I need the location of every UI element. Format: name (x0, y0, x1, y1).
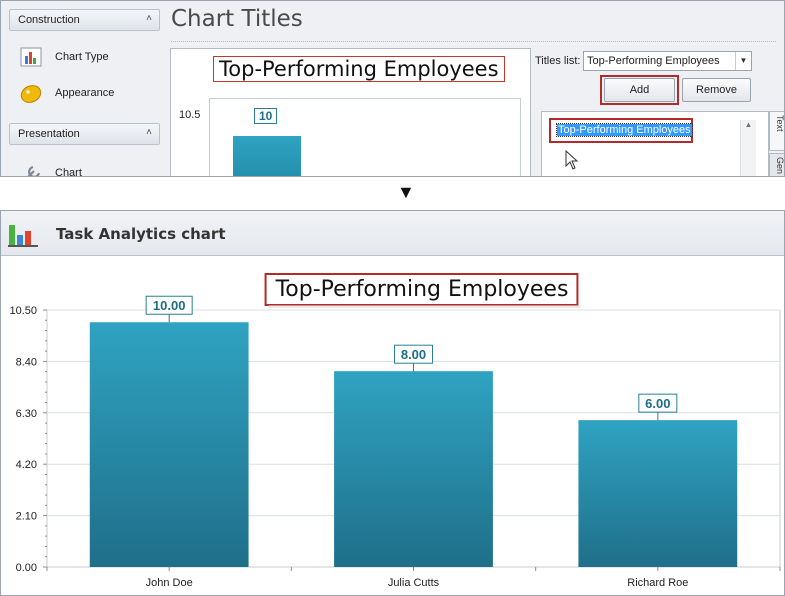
preview-chart-title[interactable]: Top-Performing Employees (213, 56, 505, 82)
bar (334, 371, 493, 567)
y-tick-label: 8.40 (16, 356, 37, 368)
preview-plot-area (209, 98, 521, 176)
chart-title: Top-Performing Employees (275, 277, 569, 302)
nav-section-label: Construction (18, 14, 80, 26)
window-header: Task Analytics chart (1, 211, 784, 256)
nav-item-appearance[interactable]: Appearance (19, 80, 114, 106)
appearance-icon (20, 85, 42, 103)
chart-title-shadow (268, 305, 581, 308)
titles-list-combobox[interactable]: Top-Performing Employees ▼ (583, 51, 752, 71)
remove-button[interactable]: Remove (682, 78, 751, 102)
nav-section-label: Presentation (18, 128, 80, 140)
y-tick-label: 2.10 (16, 511, 37, 523)
chevron-up-icon[interactable]: ˄ (146, 13, 152, 24)
x-tick-label: Julia Cutts (388, 577, 440, 589)
nav-item-label: Chart Type (55, 51, 109, 63)
bar (89, 322, 249, 567)
bar-chart: Top-Performing Employees 0.00 2.10 4.20 6.30… (9, 273, 781, 589)
nav-section-presentation[interactable]: Presentation ˄ (9, 123, 160, 145)
tab-text[interactable]: Text (769, 111, 784, 151)
list-item[interactable]: Top-Performing Employees (556, 123, 693, 137)
chart-wrench-icon (27, 165, 41, 176)
chart-type-icon (20, 47, 42, 67)
nav-section-construction[interactable]: Construction ˄ (9, 9, 160, 31)
y-tick-label: 10.50 (9, 305, 37, 317)
bar-label-box (145, 295, 193, 315)
y-tick-label: 0.00 (16, 562, 37, 574)
side-tabs: Text Gen (769, 111, 784, 176)
titles-list-value: Top-Performing Employees (587, 55, 720, 67)
nav-item-label: Appearance (55, 87, 115, 99)
add-button[interactable]: Add (604, 78, 675, 102)
designer-navigation: Construction ˄ Chart Type Appearance Pre… (1, 1, 165, 177)
list-item-highlight (549, 118, 693, 143)
y-tick-label: 6.30 (16, 408, 37, 420)
add-button-highlight (600, 75, 679, 105)
bar-label: 10.00 (153, 298, 186, 313)
titles-listbox[interactable]: ▲ (541, 111, 769, 176)
divider (171, 41, 776, 42)
preview-bar-label: 10 (254, 108, 278, 124)
bar-chart-icon (8, 225, 38, 247)
nav-item-chart-type[interactable]: Chart Type (19, 44, 109, 70)
nav-item-label: Chart (55, 167, 82, 177)
task-analytics-window: Task Analytics chart Top-Performing Empl… (0, 210, 785, 596)
chevron-up-icon[interactable]: ˄ (146, 127, 152, 138)
bar-label-box (638, 393, 678, 413)
listbox-scrollbar[interactable]: ▲ (740, 120, 756, 176)
preview-bar (233, 136, 301, 176)
bar-label: 8.00 (401, 347, 426, 362)
bar (578, 420, 738, 567)
x-tick-label: Richard Roe (627, 577, 688, 589)
arrow-down-icon: ▼ (397, 182, 415, 202)
bar-label: 6.00 (645, 396, 670, 411)
page-title: Chart Titles (171, 6, 303, 32)
titles-list-label: Titles list: (535, 55, 581, 67)
mouse-cursor-icon (565, 150, 579, 170)
x-tick-label: John Doe (146, 577, 193, 589)
tab-general[interactable]: Gen (769, 153, 784, 176)
chart-designer-panel: Construction ˄ Chart Type Appearance Pre… (0, 0, 785, 177)
dropdown-arrow-icon[interactable]: ▼ (735, 52, 751, 70)
preview-y-tick-label: 10.5 (179, 109, 201, 121)
chart-preview: Top-Performing Employees 10.5 10 (170, 48, 531, 176)
nav-item-chart[interactable]: Chart (19, 160, 82, 177)
window-title: Task Analytics chart (56, 225, 226, 243)
y-tick-label: 4.20 (16, 459, 37, 471)
bar-label-box (394, 344, 433, 364)
